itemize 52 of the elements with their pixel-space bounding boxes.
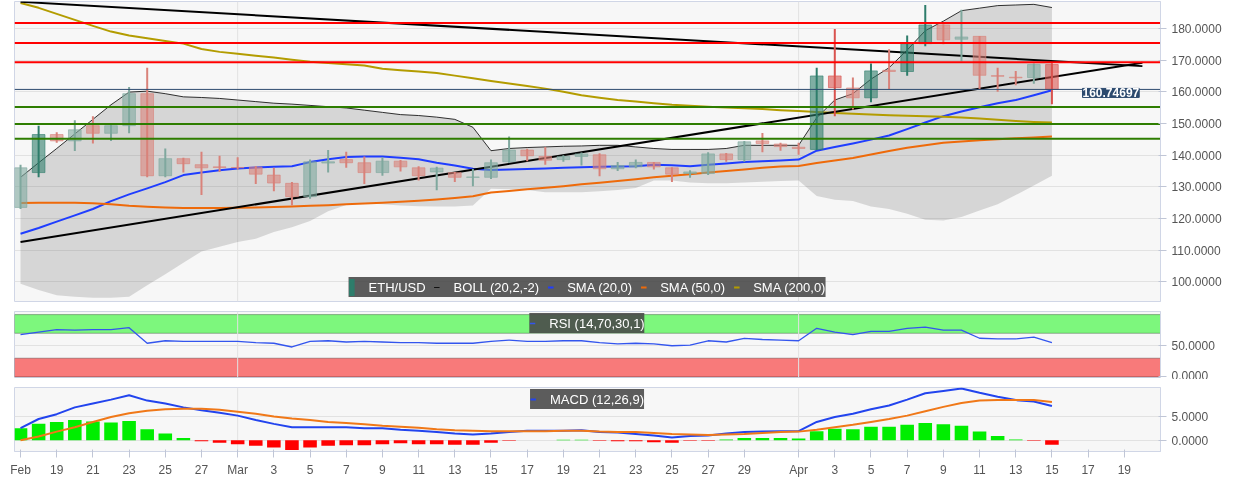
x-tick-label: 17	[520, 462, 535, 477]
y-tick-label: 50.0000	[1171, 339, 1216, 354]
y-tick-label: 110.0000	[1171, 243, 1221, 258]
x-tick-label: 29	[737, 462, 752, 477]
y-tick-label: 100.0000	[1171, 275, 1222, 290]
x-tick-label: 5	[867, 462, 875, 477]
y-tick-label: 0.0000	[1171, 368, 1209, 383]
x-tick-label: 21	[592, 462, 607, 477]
x-tick-label: 7	[903, 462, 911, 477]
x-tick-label: 25	[665, 462, 679, 477]
x-tick-label: 3	[831, 462, 839, 477]
x-tick-label: Apr	[789, 462, 808, 477]
x-tick-label: 21	[86, 462, 100, 477]
x-tick-label: 9	[940, 462, 948, 477]
legend-label: SMA (20,0)	[567, 278, 633, 297]
x-tick-label: 19	[50, 462, 64, 477]
legend-label: BOLL (20,2,-2)	[453, 278, 540, 297]
x-tick-label: 11	[973, 462, 987, 477]
y-tick-label: 0.0000	[1171, 433, 1209, 448]
x-tick-label: 13	[1009, 462, 1023, 477]
y-tick-label: 170.0000	[1171, 53, 1222, 68]
y-tick-label: 160.0000	[1171, 85, 1222, 100]
legend-label: ETH/USD	[368, 278, 426, 297]
x-tick-label: Feb	[10, 462, 32, 477]
x-tick-label: Mar	[227, 462, 249, 477]
x-tick-label: 19	[556, 462, 571, 477]
y-tick-label: 5.0000	[1171, 409, 1209, 424]
ref-line-label: 160.74697	[1082, 86, 1140, 101]
x-tick-label: 9	[379, 462, 387, 477]
y-tick-label: 140.0000	[1171, 148, 1222, 163]
x-tick-label: 7	[342, 462, 350, 477]
legend-label: SMA (200,0)	[753, 278, 826, 297]
y-tick-label: 120.0000	[1171, 212, 1222, 226]
legend-label: RSI (14,70,30,1)	[549, 315, 645, 331]
legend-label: MACD (12,26,9)	[550, 391, 644, 407]
legend-label: SMA (50,0)	[660, 278, 726, 297]
y-tick-label: 150.0000	[1171, 116, 1222, 131]
x-tick-label: 11	[412, 462, 426, 477]
x-tick-label: 27	[194, 462, 209, 477]
y-tick-label: 130.0000	[1171, 180, 1222, 195]
x-tick-label: 13	[448, 462, 462, 477]
x-tick-label: 5	[306, 462, 314, 477]
x-tick-label: 3	[270, 462, 278, 477]
x-tick-label: 17	[1081, 462, 1096, 477]
x-tick-label: 15	[1045, 462, 1059, 477]
y-tick-label: 180.0000	[1171, 21, 1222, 36]
x-tick-label: 19	[1117, 462, 1132, 477]
x-tick-label: 15	[484, 462, 498, 477]
x-tick-label: 23	[122, 462, 137, 477]
x-tick-label: 23	[629, 462, 643, 477]
x-tick-label: 27	[701, 462, 716, 477]
x-tick-label: 25	[158, 462, 173, 477]
